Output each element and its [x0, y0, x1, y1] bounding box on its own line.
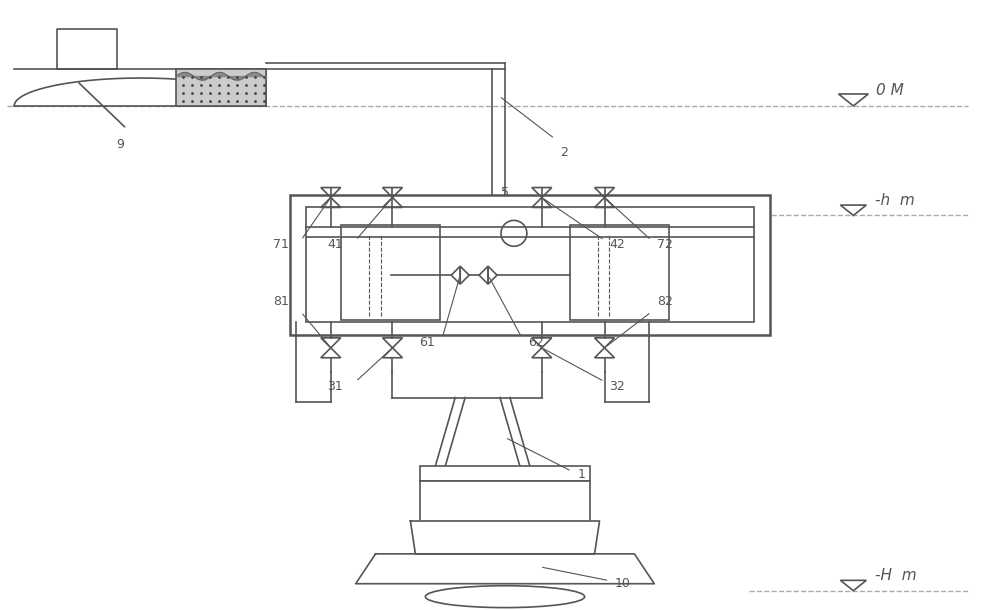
Bar: [420, 481, 590, 521]
Text: -h  m: -h m: [875, 193, 915, 209]
Bar: [176, 69, 266, 106]
Bar: [290, 195, 770, 335]
Text: 61: 61: [420, 336, 435, 349]
Text: 42: 42: [609, 239, 625, 251]
Text: 10: 10: [614, 576, 630, 590]
Text: 41: 41: [327, 239, 343, 251]
Text: 0 M: 0 M: [876, 83, 904, 98]
Bar: [341, 225, 440, 320]
Text: 32: 32: [609, 379, 625, 393]
Ellipse shape: [425, 586, 585, 608]
Text: -H  m: -H m: [875, 568, 917, 583]
Text: 9: 9: [116, 138, 124, 151]
Text: 71: 71: [273, 239, 289, 251]
Text: 5: 5: [501, 185, 509, 198]
Text: 62: 62: [528, 336, 544, 349]
Polygon shape: [356, 554, 654, 584]
Text: 81: 81: [273, 295, 289, 308]
Text: 2: 2: [560, 146, 568, 159]
Text: 1: 1: [578, 468, 586, 481]
Text: 72: 72: [657, 239, 673, 251]
Text: 31: 31: [327, 379, 343, 393]
Bar: [570, 225, 669, 320]
Bar: [420, 466, 590, 481]
Text: 82: 82: [657, 295, 673, 308]
Bar: [306, 207, 754, 322]
Polygon shape: [410, 521, 600, 554]
